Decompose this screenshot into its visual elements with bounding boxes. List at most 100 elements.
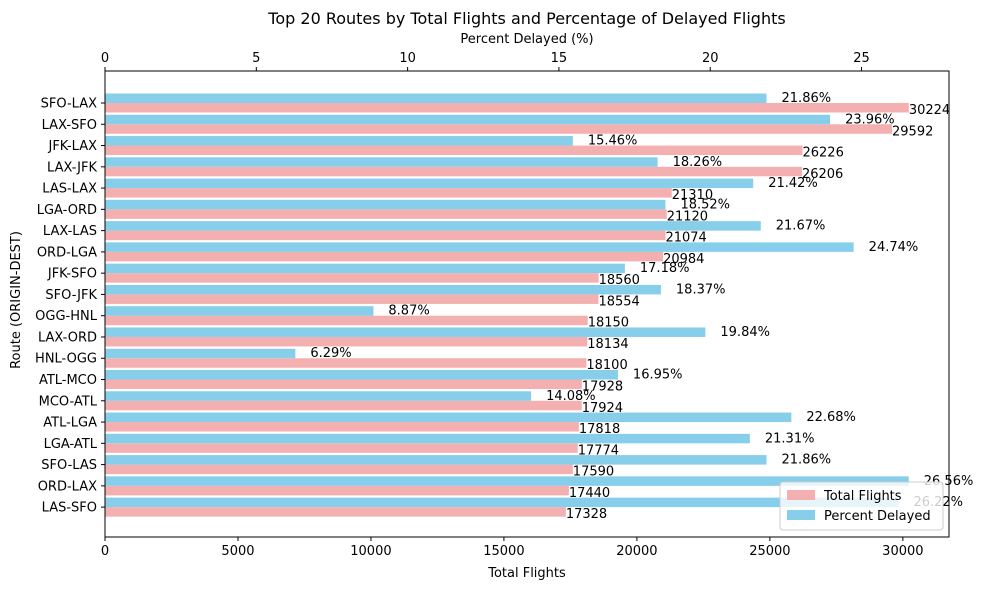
x-top-tick-label: 15 [551, 51, 568, 66]
total-flights-label: 17440 [569, 486, 610, 501]
chart-title: Top 20 Routes by Total Flights and Perce… [267, 9, 785, 28]
percent-delayed-bar [105, 476, 909, 486]
total-flights-label: 26206 [802, 167, 843, 182]
y-tick-label: HNL-OGG [35, 352, 97, 367]
total-flights-bar [105, 230, 666, 241]
x-top-tick-label: 5 [252, 51, 260, 66]
y-tick-label: LAS-SFO [42, 501, 97, 516]
percent-delayed-bar [105, 455, 767, 465]
x-bottom-tick-label: 0 [101, 544, 109, 559]
total-flights-label: 17328 [566, 507, 607, 522]
total-flights-bar [105, 124, 893, 134]
percent-delayed-bar [105, 284, 661, 295]
x-bottom-tick-label: 30000 [882, 544, 923, 559]
total-flights-bar [105, 188, 672, 198]
legend-swatch [787, 510, 815, 520]
y-tick-label: LAX-LAS [43, 224, 97, 239]
percent-delayed-label: 21.42% [768, 176, 818, 191]
x-bottom-tick-label: 25000 [749, 544, 790, 559]
y-tick-label: JFK-LAX [47, 139, 97, 154]
percent-delayed-label: 21.67% [776, 219, 826, 234]
y-tick-label: ATL-MCO [39, 373, 97, 388]
percent-delayed-bar [105, 263, 625, 274]
percent-delayed-label: 18.37% [676, 282, 726, 297]
y-tick-label: LAX-ORD [38, 330, 97, 345]
x-bottom-tick-label: 15000 [483, 544, 524, 559]
total-flights-label: 17774 [578, 443, 619, 458]
plot-frame [104, 70, 950, 538]
total-flights-label: 26226 [802, 146, 843, 161]
total-flights-bar [105, 166, 802, 177]
total-flights-bar [105, 379, 582, 390]
total-flights-label: 29592 [892, 124, 933, 139]
total-flights-label: 18560 [599, 273, 640, 288]
total-flights-bar [105, 507, 566, 517]
percent-delayed-bar [105, 93, 767, 103]
percent-delayed-bar [105, 497, 899, 508]
total-flights-label: 21310 [672, 188, 713, 203]
total-flights-bar [105, 422, 579, 432]
percent-delayed-bar [105, 242, 854, 252]
top-axis-label: Percent Delayed (%) [460, 32, 593, 47]
y-tick-label: LAX-SFO [42, 118, 97, 133]
percent-delayed-label: 8.87% [388, 304, 429, 319]
total-flights-bar [105, 273, 599, 283]
percent-delayed-label: 15.46% [588, 134, 638, 149]
legend-swatch [787, 490, 815, 500]
x-bottom-tick-label: 20000 [616, 544, 657, 559]
percent-delayed-label: 16.95% [633, 368, 683, 383]
total-flights-label: 18150 [588, 316, 629, 331]
y-tick-label: LGA-ATL [44, 437, 98, 452]
y-tick-label: JFK-SFO [47, 267, 97, 282]
y-tick-label: OGG-HNL [35, 309, 98, 324]
x-top-tick-label: 20 [702, 51, 719, 66]
percent-delayed-bar [105, 433, 750, 444]
y-tick-label: SFO-LAX [41, 97, 97, 112]
percent-delayed-bar [105, 178, 754, 189]
total-flights-label: 20984 [663, 252, 704, 267]
axes-layer: SFO-LAX LAX-SFO JFK-LAX LAX-JFK LAS-LAX LGA-O… [35, 51, 950, 559]
x-top-tick-label: 25 [853, 51, 870, 66]
percent-delayed-label: 18.52% [680, 197, 730, 212]
percent-delayed-bar [105, 221, 761, 231]
x-top-tick-label: 10 [399, 51, 416, 66]
total-flights-bar [105, 400, 582, 411]
percent-delayed-label: 24.74% [869, 240, 919, 255]
x-top-tick-label: 0 [101, 51, 109, 66]
percent-delayed-label: 21.86% [782, 453, 832, 468]
percent-delayed-bar [105, 412, 792, 423]
percent-delayed-bar [105, 348, 296, 359]
percent-delayed-bar [105, 157, 658, 167]
total-flights-label: 17590 [573, 465, 614, 480]
percent-delayed-bar [105, 327, 706, 337]
total-flights-label: 17818 [579, 422, 620, 437]
total-flights-label: 21074 [665, 231, 706, 246]
percent-delayed-bar [105, 370, 618, 380]
x-bottom-tick-label: 5000 [221, 544, 254, 559]
y-tick-label: LAX-JFK [47, 160, 97, 175]
y-tick-label: ORD-LGA [37, 245, 97, 260]
y-tick-label: SFO-LAS [41, 458, 97, 473]
total-flights-bar [105, 464, 573, 475]
y-tick-label: LAS-LAX [42, 182, 97, 197]
legend-label: Total Flights [823, 489, 902, 504]
percent-delayed-label: 21.31% [765, 431, 815, 446]
total-flights-bar [105, 145, 803, 156]
total-flights-bar [105, 485, 569, 496]
total-flights-bar [105, 294, 599, 304]
percent-delayed-label: 19.84% [720, 325, 770, 340]
legend-box [779, 481, 944, 531]
total-flights-bar [105, 251, 664, 262]
total-flights-bar [105, 103, 909, 113]
y-tick-label: SFO-JFK [45, 288, 97, 303]
x-bottom-tick-label: 10000 [350, 544, 391, 559]
y-tick-label: MCO-ATL [39, 394, 98, 409]
percent-delayed-bar [105, 199, 666, 210]
percent-delayed-bar [105, 114, 831, 125]
legend: Total Flights Percent Delayed [779, 481, 944, 531]
total-flights-label: 18100 [586, 358, 627, 373]
total-flights-label: 17928 [582, 380, 623, 395]
total-flights-label: 17924 [582, 401, 623, 416]
